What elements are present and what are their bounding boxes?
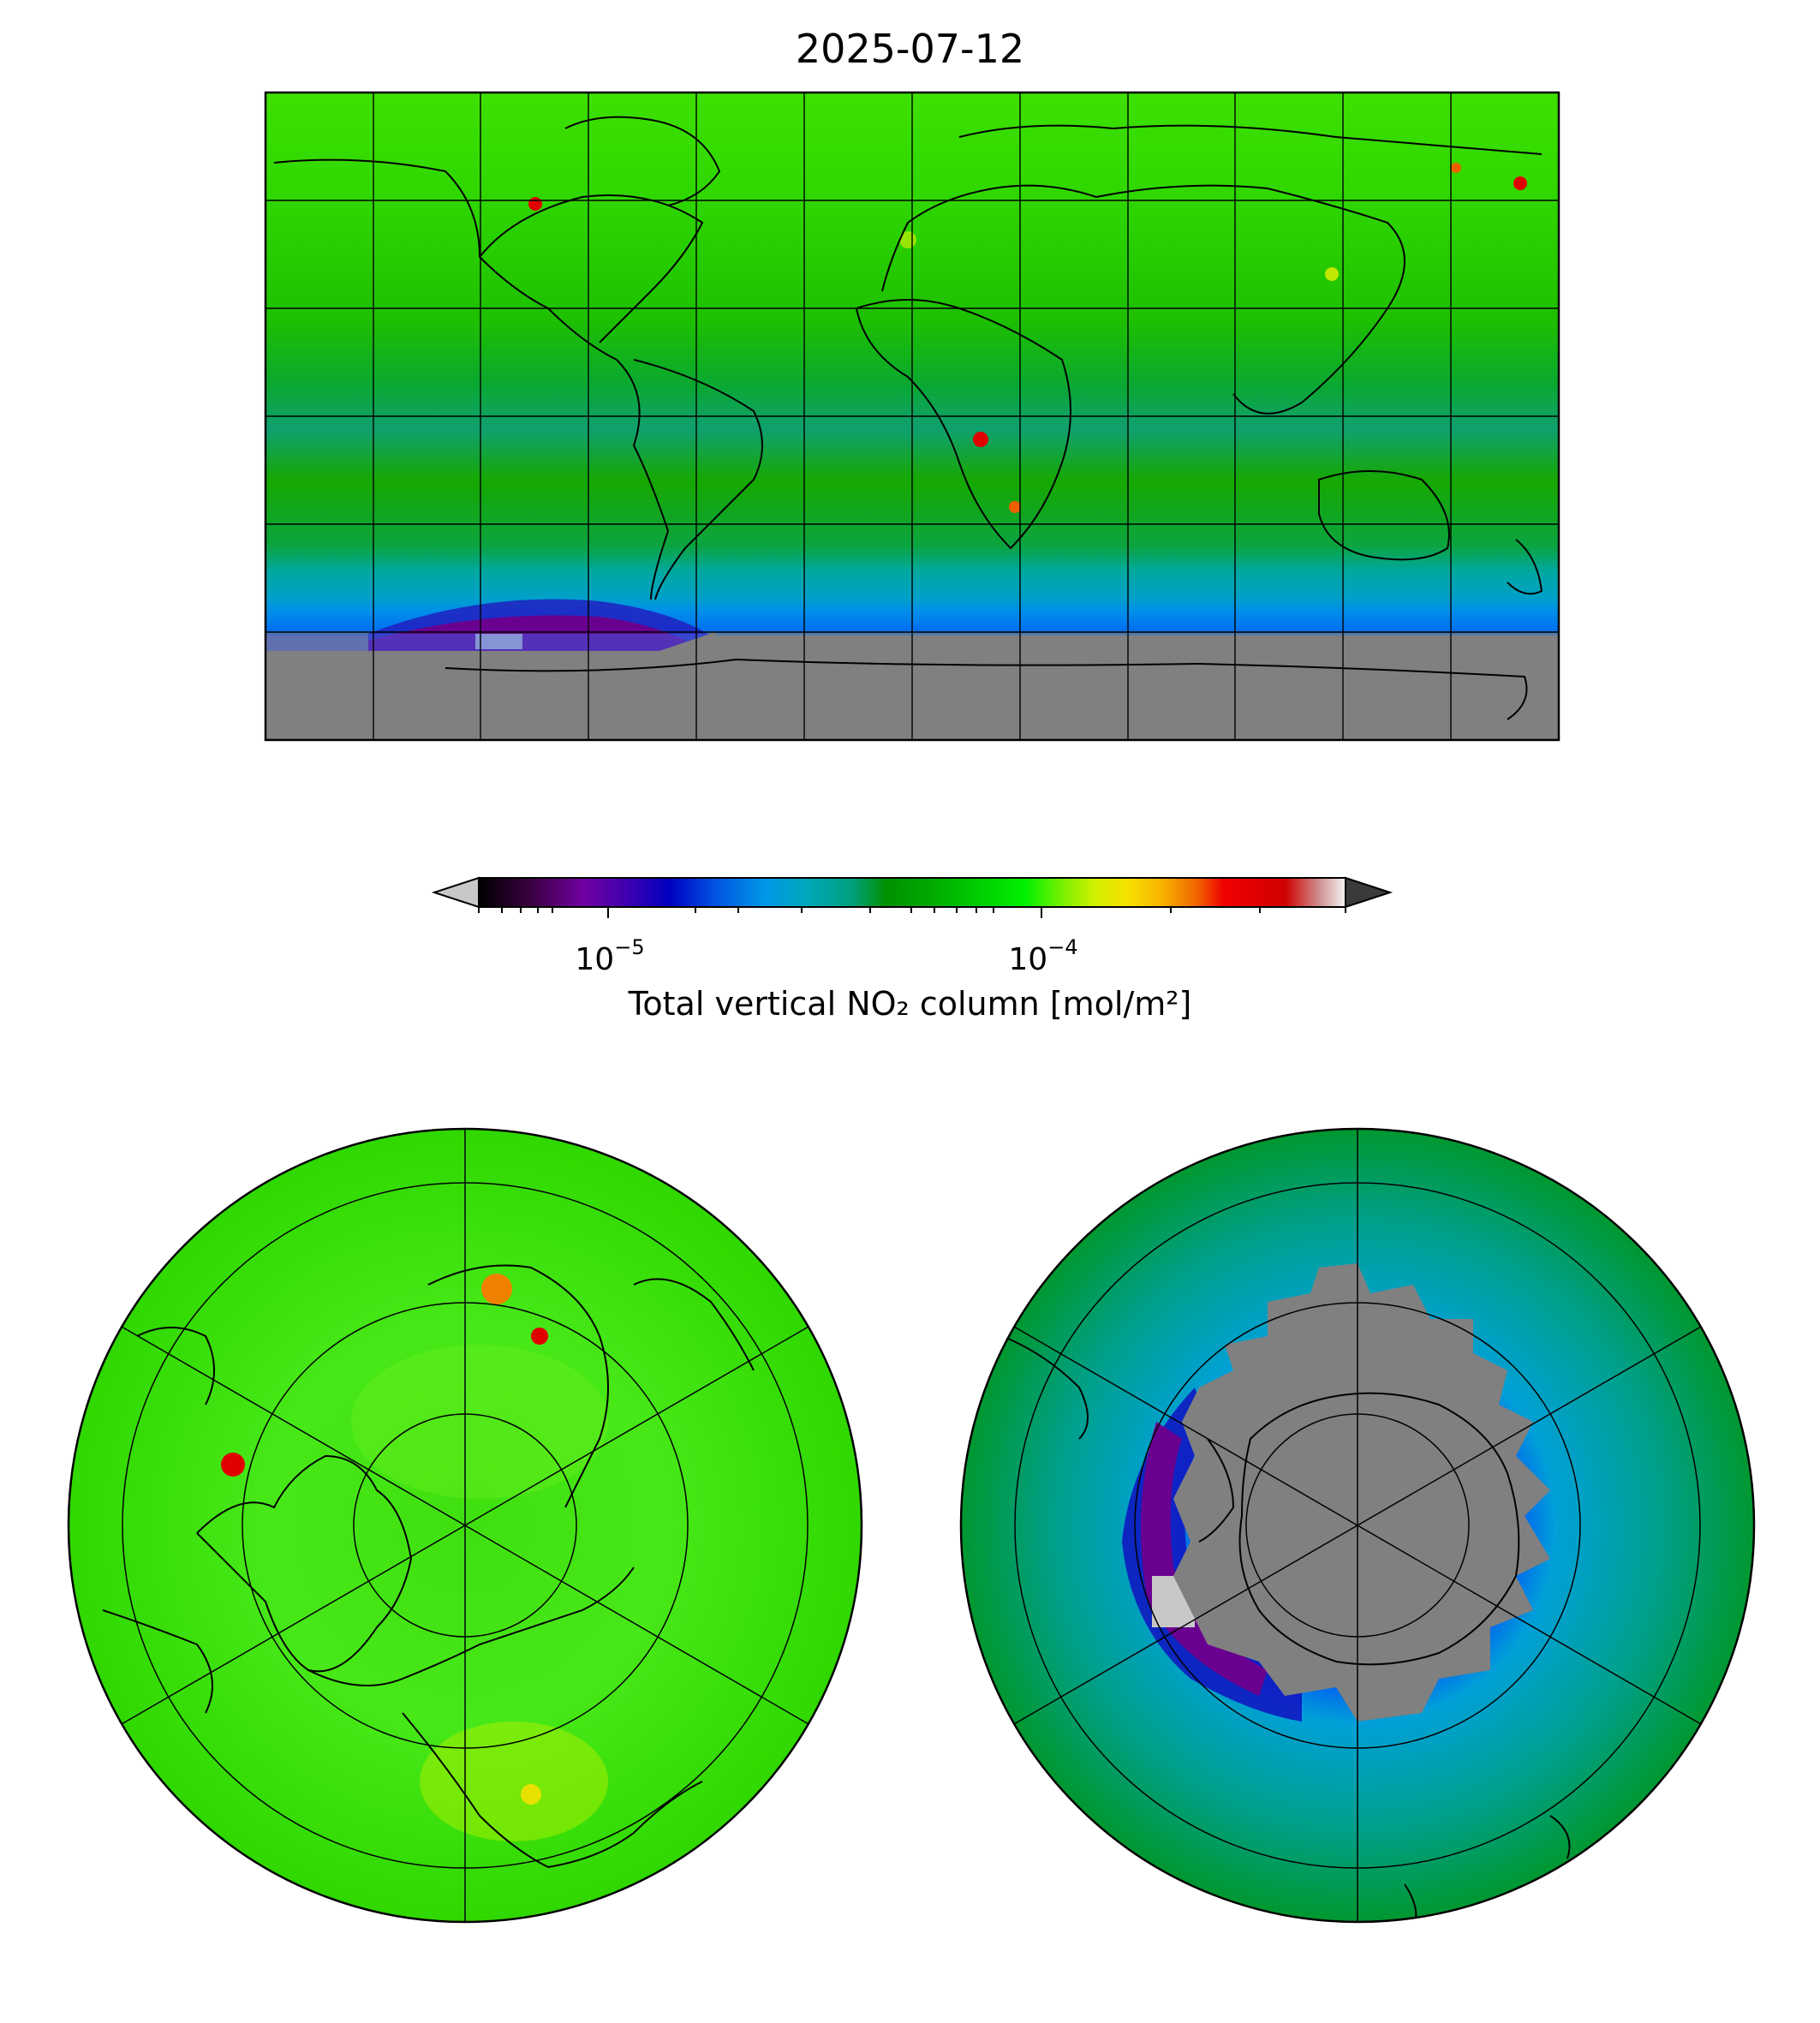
colorbar-under-arrow	[431, 876, 480, 909]
south-polar-night-mask	[1173, 1263, 1550, 1722]
colorbar: 10−5 10−4	[431, 876, 1393, 977]
colorbar-bar	[478, 877, 1346, 908]
hotspot-canada	[528, 197, 542, 211]
north-polar-map	[67, 1127, 863, 1924]
global-graticule	[266, 92, 1559, 740]
global-coastlines	[273, 116, 1543, 720]
hotspot-south-africa	[1009, 501, 1021, 513]
north-polar-frame	[67, 1127, 863, 1924]
hotspot-central-africa	[973, 432, 988, 447]
colorbar-tick-label-1: 10−5	[575, 935, 644, 977]
south-graticule	[1013, 1129, 1702, 1922]
colorbar-label: Total vertical NO₂ column [mol/m²]	[628, 985, 1192, 1023]
north-hotspot-1	[481, 1274, 512, 1304]
colorbar-tick-label-2: 10−4	[1008, 935, 1077, 977]
south-coastlines	[1001, 1335, 1571, 1922]
north-coastlines	[102, 1264, 755, 1869]
hotspot-siberia-2	[1513, 176, 1527, 190]
north-hotspot-2	[531, 1328, 548, 1345]
north-hotspot-3	[221, 1453, 245, 1477]
hotspot-siberia-1	[1451, 163, 1461, 173]
map-title: 2025-07-12	[795, 26, 1025, 72]
south-polar-frame	[959, 1127, 1756, 1924]
colorbar-minor-ticks	[478, 907, 1346, 913]
global-map	[264, 91, 1560, 742]
colorbar-over-arrow	[1345, 876, 1393, 909]
hotspot-east-asia	[1325, 267, 1339, 281]
global-map-frame	[264, 91, 1560, 742]
south-polar-map	[959, 1127, 1756, 1924]
north-graticule	[121, 1129, 809, 1922]
